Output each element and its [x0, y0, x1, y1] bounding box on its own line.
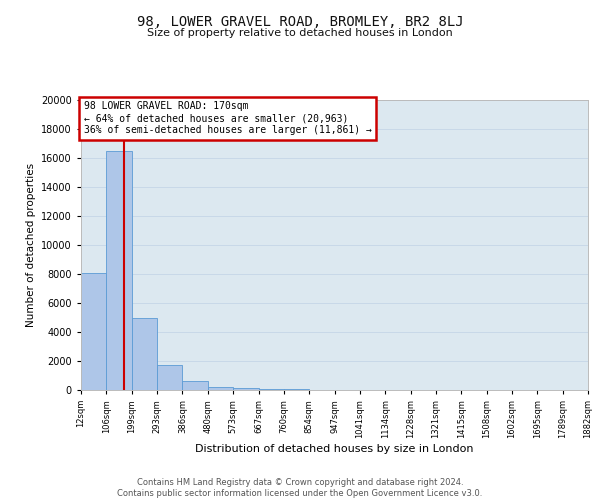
- Bar: [81, 274, 106, 390]
- Text: 98, LOWER GRAVEL ROAD, BROMLEY, BR2 8LJ: 98, LOWER GRAVEL ROAD, BROMLEY, BR2 8LJ: [137, 15, 463, 29]
- Bar: [106, 151, 132, 390]
- Text: 98 LOWER GRAVEL ROAD: 170sqm
← 64% of detached houses are smaller (20,963)
36% o: 98 LOWER GRAVEL ROAD: 170sqm ← 64% of de…: [83, 102, 371, 134]
- Bar: [233, 388, 259, 390]
- Bar: [284, 389, 309, 390]
- Text: Size of property relative to detached houses in London: Size of property relative to detached ho…: [147, 28, 453, 38]
- Bar: [259, 388, 284, 390]
- Text: Contains HM Land Registry data © Crown copyright and database right 2024.
Contai: Contains HM Land Registry data © Crown c…: [118, 478, 482, 498]
- X-axis label: Distribution of detached houses by size in London: Distribution of detached houses by size …: [195, 444, 474, 454]
- Bar: [182, 382, 208, 390]
- Bar: [132, 318, 157, 390]
- Bar: [157, 366, 182, 390]
- Y-axis label: Number of detached properties: Number of detached properties: [26, 163, 35, 327]
- Bar: [208, 387, 233, 390]
